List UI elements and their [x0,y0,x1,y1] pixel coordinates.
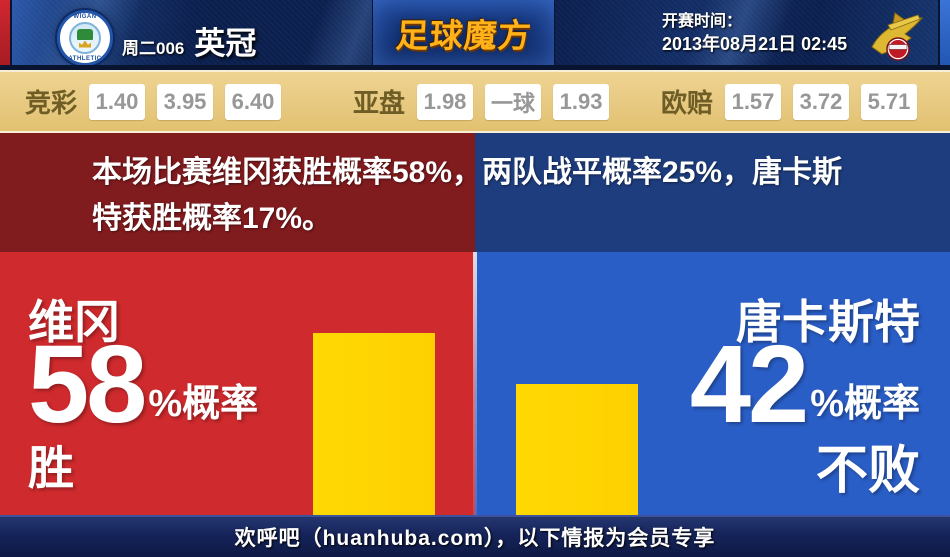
kickoff-label: 开赛时间： [662,13,743,30]
odds-group-yapan: 亚盘 1.98 一球 1.93 [353,72,610,131]
odds-group-jingcai: 竞彩 1.40 3.95 6.40 [25,72,282,131]
probability-panels: 维冈 58 %概率 胜 唐卡斯特 42 %概率 不败 [0,252,950,515]
home-probability-bar [313,333,435,515]
league-name: 英冠 [194,26,257,61]
home-outcome-label: 胜 [28,442,74,494]
jingcai-home-odds: 1.40 [89,83,146,120]
yapan-handicap: 一球 [485,83,542,120]
match-code: 周二006 [122,39,185,58]
odds-band: 竞彩 1.40 3.95 6.40 亚盘 1.98 一球 1.93 欧赔 1.5… [0,70,950,133]
header-bar: WIGAN ATHLETIC 周二006 英冠 足球魔方 开赛时间： 2013年… [0,0,950,70]
site-logo[interactable]: 足球魔方 [372,0,555,65]
home-edge-strip [0,0,10,65]
kickoff-datetime: 2013年08月21日 02:45 [662,34,848,54]
home-team-crest-icon: WIGAN ATHLETIC [57,10,113,65]
kickoff-info: 开赛时间： 2013年08月21日 02:45 [662,11,847,56]
yapan-away-odds: 1.93 [553,83,610,120]
away-percent-suffix: %概率 [810,383,920,425]
away-percent-value: 42 [689,323,809,446]
home-percent-suffix: %概率 [148,383,259,425]
home-team-name: 维冈 [28,296,120,348]
away-percent-row: 42 %概率 [690,330,920,440]
oupei-home-odds: 1.57 [725,83,781,120]
panel-divider [473,252,477,515]
home-crest-center [69,22,101,54]
home-crest-text-bottom: ATHLETIC [68,56,102,62]
yapan-label: 亚盘 [353,88,406,118]
away-team-name: 唐卡斯特 [736,296,920,348]
odds-group-oupei: 欧赔 1.57 3.72 5.71 [661,72,917,131]
oupei-draw-odds: 3.72 [793,83,849,120]
footer-bar: 欢呼吧（huanhuba.com），以下情报为会员专享 [0,515,950,557]
away-outcome-label: 不败 [815,442,920,500]
footer-site-notice: 欢呼吧（huanhuba.com），以下情报为会员专享 [234,527,716,550]
home-percent-value: 58 [28,323,147,446]
header-core: WIGAN ATHLETIC 周二006 英冠 足球魔方 开赛时间： 2013年… [12,0,938,65]
summary-band: 本场比赛维冈获胜概率58%，两队战平概率25%，唐卡斯 特获胜概率17%。 [0,133,950,252]
summary-home-background [0,133,475,252]
jingcai-away-odds: 6.40 [225,83,282,120]
crown-icon [79,40,91,48]
home-percent-row: 58 %概率 [28,330,258,440]
oupei-label: 欧赔 [660,88,713,118]
summary-away-background [475,133,950,252]
yapan-home-odds: 1.98 [417,83,474,120]
away-probability-bar [516,384,638,515]
match-info: 周二006 英冠 [122,0,256,65]
summary-line-1: 本场比赛维冈获胜概率58%，两队战平概率25%，唐卡斯 [92,156,843,189]
prediction-summary: 本场比赛维冈获胜概率58%，两队战平概率25%，唐卡斯 特获胜概率17%。 [92,150,922,242]
site-logo-text: 足球魔方 [394,16,533,54]
jingcai-draw-odds: 3.95 [157,83,214,120]
tree-icon [77,28,93,40]
home-crest-text-top: WIGAN [73,14,97,20]
away-edge-strip [940,0,950,65]
jingcai-label: 竞彩 [25,88,78,118]
away-team-crest-icon [871,12,924,61]
summary-line-2: 特获胜概率17%。 [92,202,333,235]
oupei-away-odds: 5.71 [861,83,917,120]
